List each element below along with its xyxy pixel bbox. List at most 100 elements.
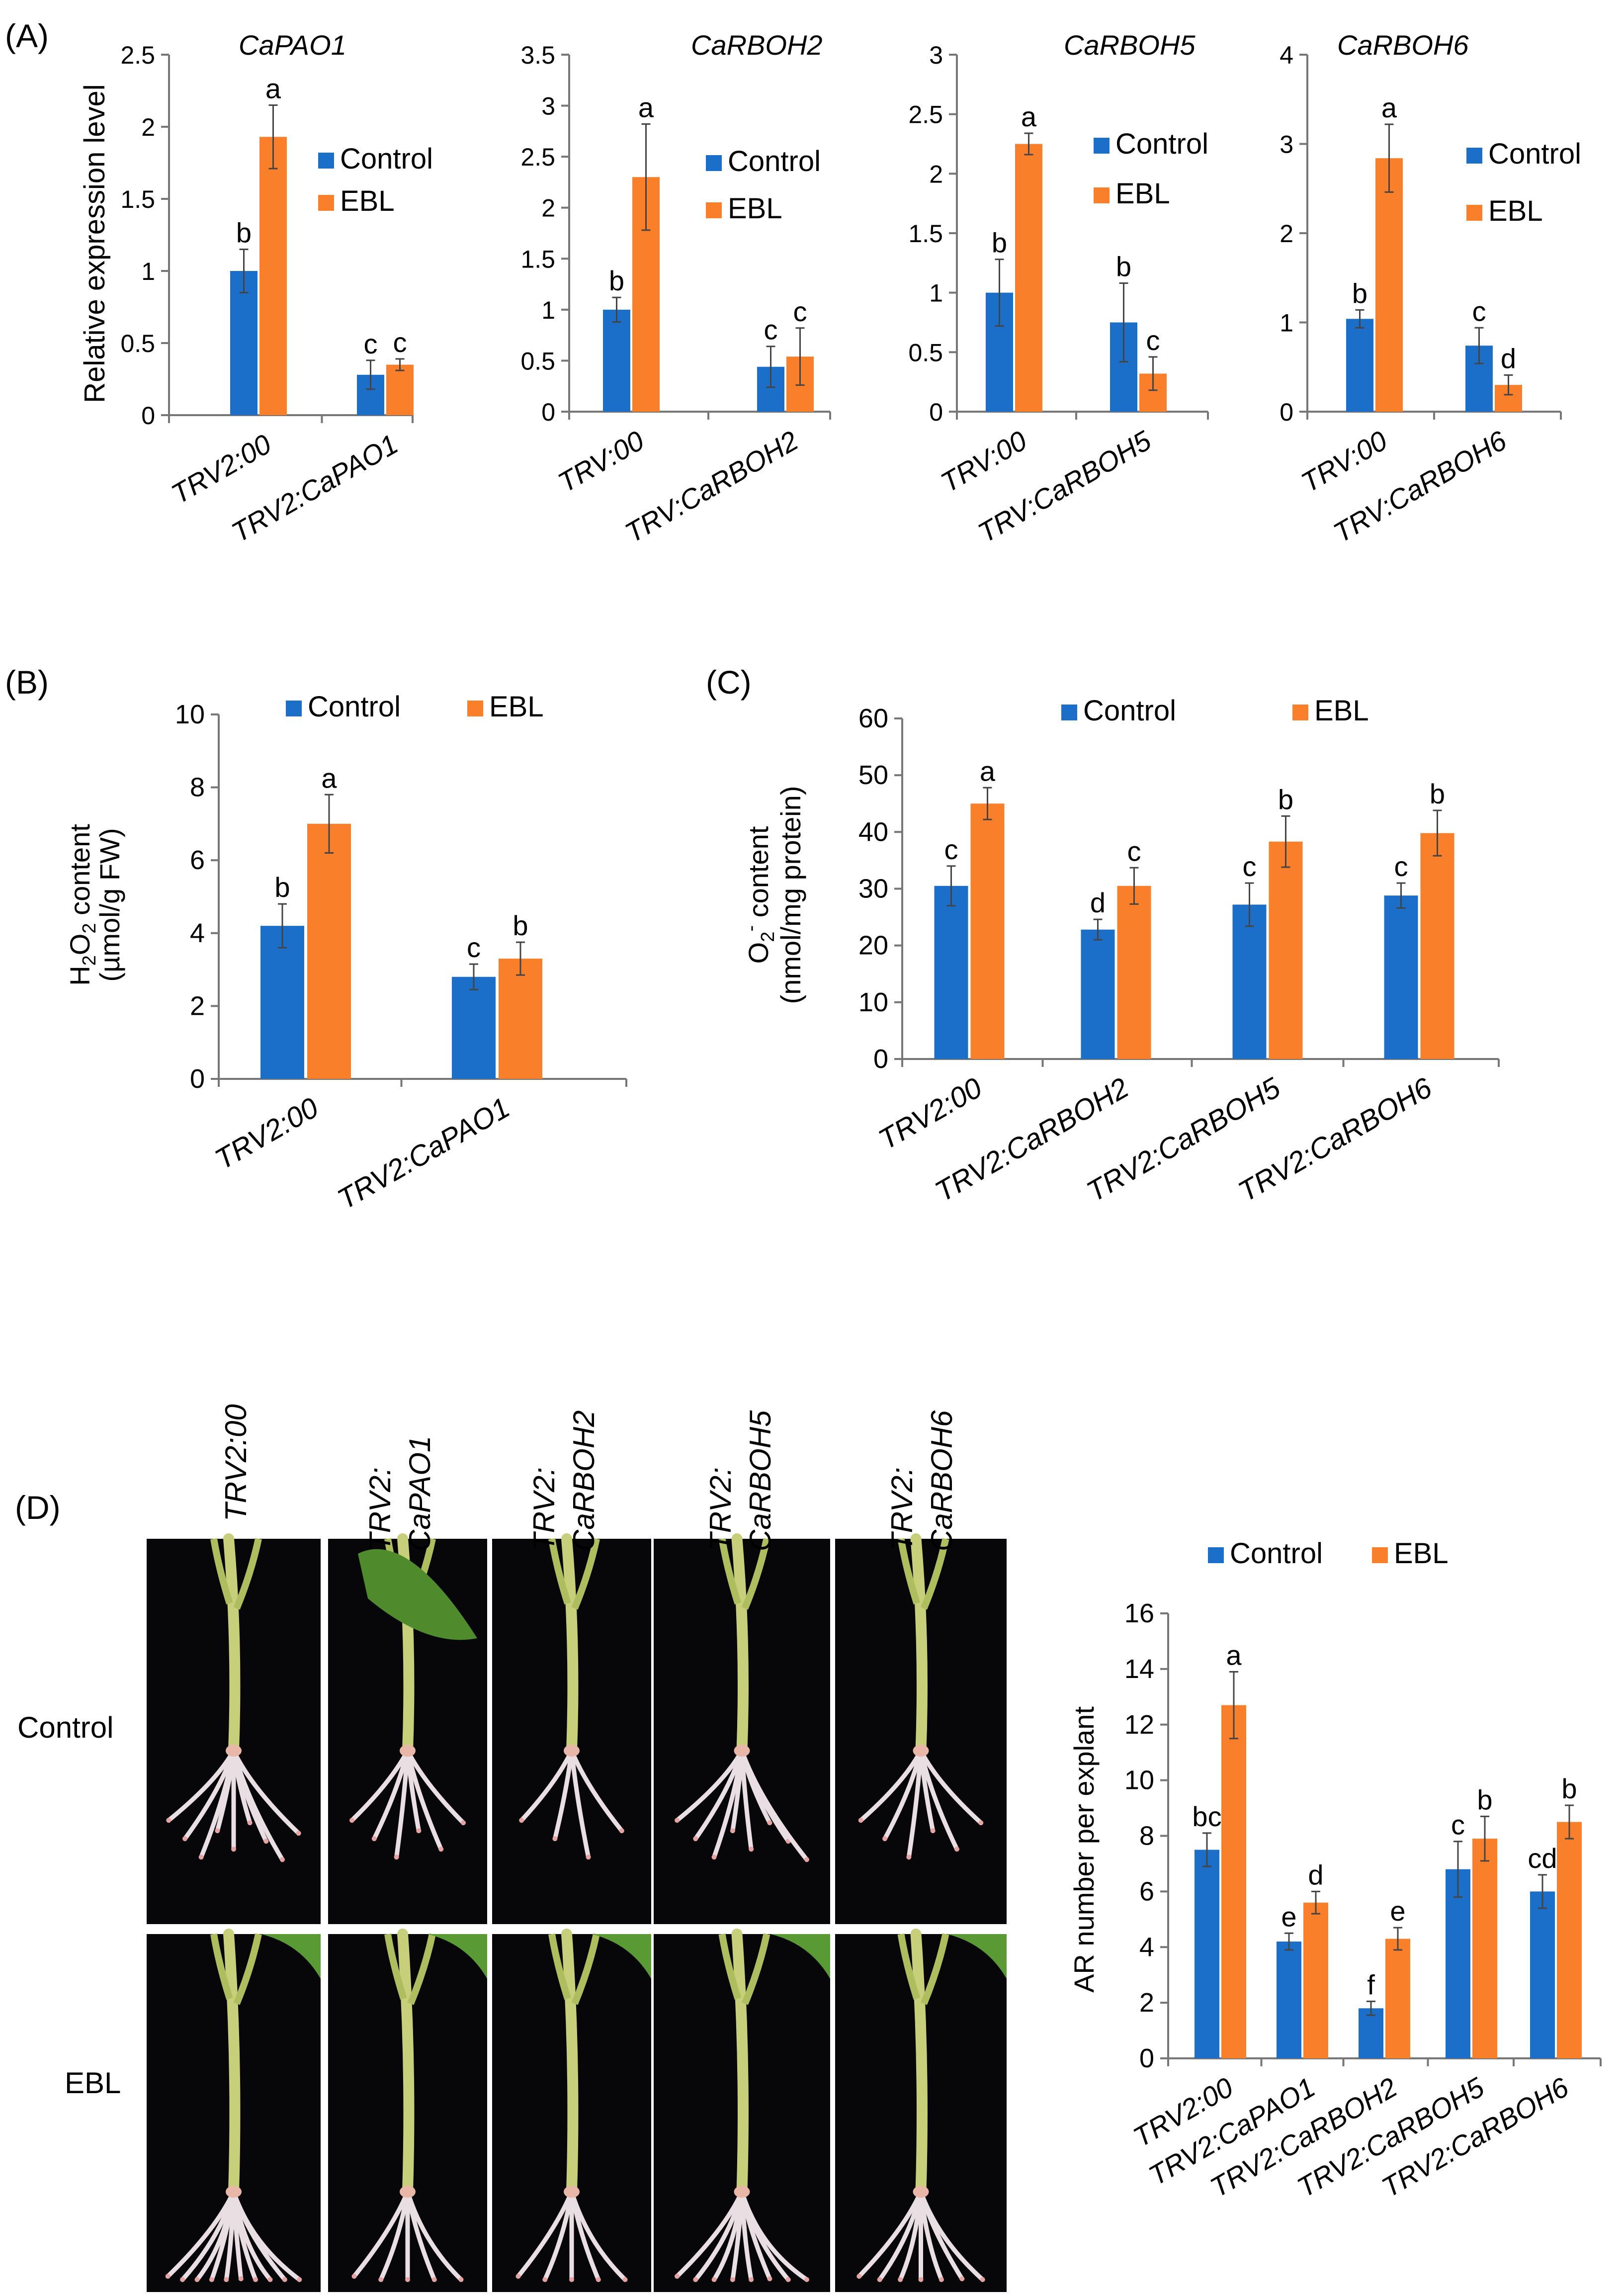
seedling-photo [835,1533,1007,1924]
significance-letter: c [1243,851,1257,882]
bar-ebl [1420,833,1454,1059]
legend-label: Control [1115,128,1208,160]
side-stem [921,1538,949,1610]
significance-letter: c [1472,295,1486,327]
bar-control [603,309,630,412]
y-tick-label: 20 [858,931,888,961]
root-tip [253,2277,258,2282]
stem-base [400,2186,416,2198]
column-label-line1: TRV2: [885,1467,919,1551]
root-tip [767,1820,772,1826]
significance-letter: e [1281,1901,1296,1932]
column-label-trv2-carboh2: TRV2: CaRBOH2 [527,1411,600,1551]
panel-label-c: (C) [706,664,752,701]
column-label-line1: TRV2: [363,1467,397,1551]
stem [223,1929,241,2198]
stem-base [913,2186,929,2198]
root [569,1748,591,1859]
legend-swatch [467,701,483,716]
significance-letter: c [393,327,407,358]
y-tick-label: 1 [541,296,555,324]
chart-carboh5-expression: 00.511.522.53bbacTRV:00TRV:CaRBOH5CaRBOH… [908,29,1209,548]
root-tip [371,1836,377,1842]
y-tick-label: 3 [929,41,943,69]
root-tip [263,1839,269,1844]
legend-label: EBL [728,192,782,225]
root-tip [280,1857,285,1862]
significance-letter: a [980,755,996,787]
significance-letter: a [265,73,281,104]
leaf [427,1934,487,1979]
y-tick-label: 10 [175,700,205,729]
root-tip [980,2277,985,2282]
panel-label-b: (B) [5,664,49,701]
root [231,1748,301,1836]
root-tip [351,2274,357,2279]
stem [731,1929,749,2198]
root-tip [405,2277,410,2282]
root [552,1748,574,1841]
significance-letter: b [236,217,252,249]
root-tip [906,1854,912,1860]
significance-letter: f [1367,1969,1375,2000]
root-tip [930,1828,936,1834]
root-tip [461,1820,466,1826]
bar-ebl [386,364,414,415]
significance-letter: b [1561,1773,1577,1804]
y-tick-label: 3 [541,92,555,120]
root-tip [898,2277,903,2282]
legend-label: EBL [1314,695,1369,727]
bar-ebl [1385,1939,1410,2058]
significance-letter: b [992,227,1007,259]
bar-ebl [1557,1822,1582,2058]
legend-label: Control [308,691,401,723]
y-tick-label: 1.5 [120,185,155,213]
seedling-photo [328,1533,487,1924]
side-stem [897,1538,921,1605]
seedling-photo [835,1929,1007,2292]
side-stem [921,1933,949,2005]
significance-letter: b [1477,1784,1492,1815]
x-category-label: TRV:00 [1296,425,1392,498]
chart-title: CaRBOH6 [1337,29,1469,61]
root [919,1748,959,1852]
side-stem [718,1538,742,1605]
y-tick-label: 2 [541,194,555,222]
root-tip [224,2277,229,2282]
root-tip [858,1818,863,1823]
root [569,2189,628,2282]
root-tip [296,1831,301,1836]
root [858,1748,923,1823]
y-tick-label: 40 [858,817,888,847]
root-tip [349,1818,354,1823]
side-stem [384,1933,407,2000]
root [231,1748,285,1862]
row-label-ebl: EBL [65,2066,121,2100]
legend-label: Control [1083,695,1176,727]
root-tip [267,2277,273,2282]
root-tip [247,1820,253,1826]
stem-base [226,1745,242,1757]
stem-base [913,1745,929,1757]
significance-letter: c [1394,851,1408,882]
significance-letter: c [1127,835,1141,867]
y-tick-label: 0.5 [908,339,943,366]
y-tick-label: 12 [1124,1710,1154,1740]
bar-control [1384,895,1418,1059]
root-tip [165,2274,171,2279]
column-label-trv2-carboh6: TRV2: CaRBOH6 [885,1410,958,1551]
stem-base [564,2186,580,2198]
significance-letter: d [1090,887,1106,918]
root-tip [711,2277,717,2282]
root-tip [166,1818,171,1823]
y-tick-label: 2 [190,991,205,1021]
x-category-label: TRV2:00 [873,1071,988,1156]
side-stem [233,1933,262,2005]
root-tip [198,1854,204,1860]
significance-letter: a [1381,92,1397,123]
legend-label: EBL [340,185,395,217]
root-tip [231,1847,236,1852]
legend-swatch [1372,1547,1388,1563]
